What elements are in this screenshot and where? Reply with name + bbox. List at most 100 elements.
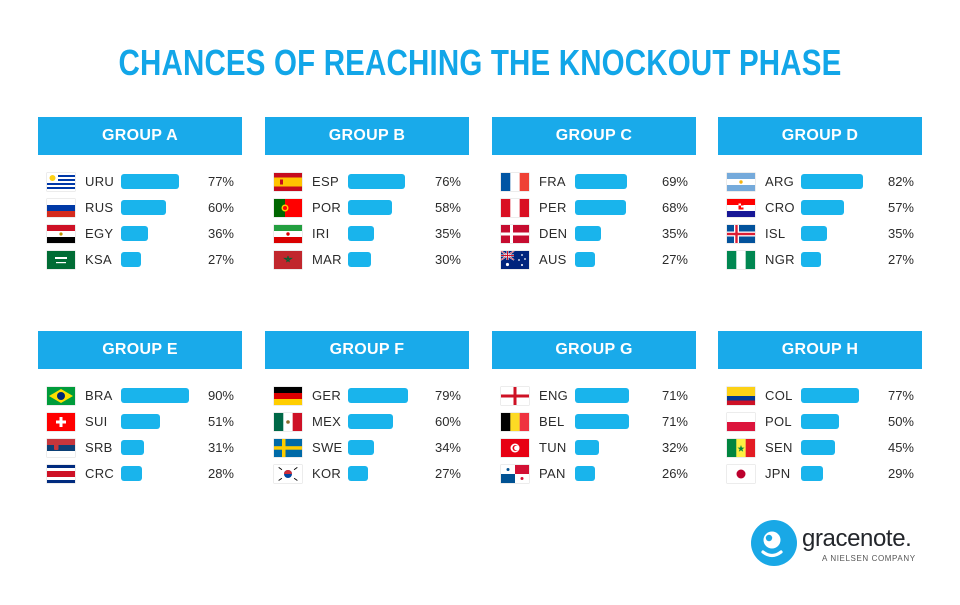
probability-label: 34% [434, 440, 461, 455]
team-code: TUN [539, 440, 567, 455]
group-panel: GROUP E BRA 90% SUI 51% SRB 31% CRC 28% [38, 331, 242, 491]
probability-label: 36% [207, 226, 234, 241]
costa-rica-flag-icon [47, 465, 75, 483]
team-code: SWE [312, 440, 343, 455]
probability-bar [348, 388, 408, 403]
team-code: BEL [539, 414, 565, 429]
switzerland-flag-icon [47, 413, 75, 431]
team-code: AUS [539, 252, 567, 267]
peru-flag-icon [501, 199, 529, 217]
probability-label: 69% [661, 174, 688, 189]
probability-label: 51% [207, 414, 234, 429]
team-row: COL 77% [718, 387, 922, 413]
team-row: SRB 31% [38, 439, 242, 465]
group-panel: GROUP D ARG 82% CRO 57% ISL 35% NGR 27% [718, 117, 922, 277]
senegal-flag-icon [727, 439, 755, 457]
nigeria-flag-icon [727, 251, 755, 269]
probability-bar [121, 252, 142, 267]
probability-bar [348, 252, 371, 267]
team-row: SUI 51% [38, 413, 242, 439]
team-code: MEX [312, 414, 342, 429]
probability-bar [121, 226, 149, 241]
probability-bar [801, 226, 828, 241]
probability-bar [801, 388, 860, 403]
team-list: BRA 90% SUI 51% SRB 31% CRC 28% [38, 369, 242, 491]
group-header: GROUP B [265, 117, 469, 155]
team-code: DEN [539, 226, 568, 241]
probability-bar [348, 414, 394, 429]
probability-bar [575, 226, 602, 241]
probability-label: 32% [661, 440, 688, 455]
probability-bar [348, 466, 369, 481]
probability-label: 60% [207, 200, 234, 215]
team-list: ARG 82% CRO 57% ISL 35% NGR 27% [718, 155, 922, 277]
russia-flag-icon [47, 199, 75, 217]
team-code: POL [765, 414, 792, 429]
probability-label: 71% [661, 388, 688, 403]
poland-flag-icon [727, 413, 755, 431]
panama-flag-icon [501, 465, 529, 483]
probability-label: 60% [434, 414, 461, 429]
probability-bar [801, 200, 845, 215]
team-code: KOR [312, 466, 342, 481]
group-panel: GROUP C FRA 69% PER 68% DEN 35% AUS 27% [492, 117, 696, 277]
probability-bar [575, 466, 595, 481]
team-list: ESP 76% POR 58% IRI 35% MAR 30% [265, 155, 469, 277]
saudi-arabia-flag-icon [47, 251, 75, 269]
team-row: NGR 27% [718, 251, 922, 277]
probability-bar [348, 174, 406, 189]
team-row: CRO 57% [718, 199, 922, 225]
team-code: PAN [539, 466, 566, 481]
team-code: SRB [85, 440, 113, 455]
argentina-flag-icon [727, 173, 755, 191]
iceland-flag-icon [727, 225, 755, 243]
probability-label: 29% [887, 466, 914, 481]
probability-bar [801, 252, 822, 267]
team-row: BRA 90% [38, 387, 242, 413]
probability-label: 45% [887, 440, 914, 455]
iran-flag-icon [274, 225, 302, 243]
team-code: MAR [312, 252, 342, 267]
team-list: ENG 71% BEL 71% TUN 32% PAN 26% [492, 369, 696, 491]
probability-bar [121, 200, 167, 215]
team-code: POR [312, 200, 342, 215]
probability-bar [348, 440, 374, 455]
probability-bar [801, 440, 835, 455]
chart-title: CHANCES OF REACHING THE KNOCKOUT PHASE [118, 42, 842, 83]
probability-label: 30% [434, 252, 461, 267]
team-code: BRA [85, 388, 113, 403]
probability-bar [121, 440, 145, 455]
probability-bar [801, 414, 839, 429]
team-row: FRA 69% [492, 173, 696, 199]
team-row: ENG 71% [492, 387, 696, 413]
japan-flag-icon [727, 465, 755, 483]
probability-bar [121, 466, 143, 481]
team-code: COL [765, 388, 793, 403]
team-list: FRA 69% PER 68% DEN 35% AUS 27% [492, 155, 696, 277]
sweden-flag-icon [274, 439, 302, 457]
probability-label: 35% [434, 226, 461, 241]
team-code: JPN [765, 466, 791, 481]
group-header: GROUP C [492, 117, 696, 155]
probability-label: 79% [434, 388, 461, 403]
egypt-flag-icon [47, 225, 75, 243]
probability-label: 50% [887, 414, 914, 429]
team-code: CRO [765, 200, 795, 215]
south-korea-flag-icon [274, 465, 302, 483]
logo-subtitle: A NIELSEN COMPANY [822, 554, 916, 563]
team-row: BEL 71% [492, 413, 696, 439]
team-list: COL 77% POL 50% SEN 45% JPN 29% [718, 369, 922, 491]
probability-bar [121, 388, 189, 403]
team-row: POL 50% [718, 413, 922, 439]
team-code: PER [539, 200, 567, 215]
colombia-flag-icon [727, 387, 755, 405]
team-code: ENG [539, 388, 569, 403]
probability-label: 27% [434, 466, 461, 481]
group-header: GROUP A [38, 117, 242, 155]
group-header: GROUP G [492, 331, 696, 369]
team-code: IRI [312, 226, 330, 241]
probability-label: 58% [434, 200, 461, 215]
team-list: URU 77% RUS 60% EGY 36% KSA 27% [38, 155, 242, 277]
probability-bar [575, 200, 627, 215]
team-row: ESP 76% [265, 173, 469, 199]
